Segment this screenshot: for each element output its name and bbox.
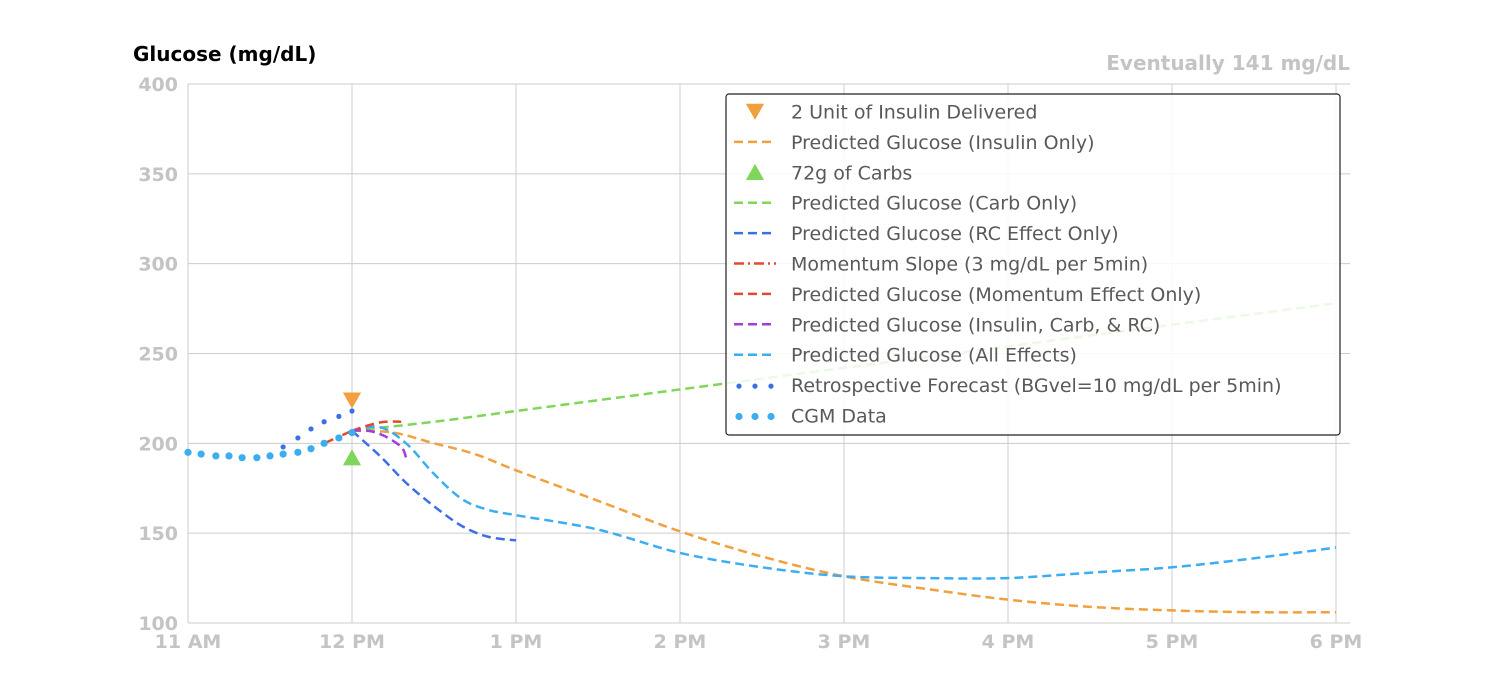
line-rc_only (351, 429, 517, 542)
legend-label: CGM Data (791, 406, 887, 428)
point-retrospective (280, 444, 286, 450)
series-all_effects (351, 425, 1337, 580)
legend-item-insulin_marker: 2 Unit of Insulin Delivered (745, 102, 1037, 124)
point-cgm (294, 448, 302, 456)
legend-label: Retrospective Forecast (BGvel=10 mg/dL p… (791, 375, 1282, 397)
series-insulin_only (351, 429, 1337, 614)
x-tick-label: 11 AM (155, 631, 222, 653)
point-cgm (184, 448, 192, 456)
legend-swatch-dot (767, 412, 775, 421)
series-cgm (184, 428, 356, 462)
point-cgm (320, 439, 328, 447)
legend-item-carb_marker: 72g of Carbs (745, 162, 912, 184)
x-tick-label: 3 PM (818, 631, 871, 653)
x-tick-label: 2 PM (654, 631, 707, 653)
legend-item-momentum_only: Predicted Glucose (Momentum Effect Only) (734, 284, 1201, 306)
marker-carb_marker (342, 449, 362, 466)
point-cgm (279, 450, 287, 458)
point-retrospective (308, 426, 314, 432)
legend-label: Predicted Glucose (Insulin Only) (791, 132, 1095, 154)
legend-item-momentum_slope: Momentum Slope (3 mg/dL per 5min) (734, 254, 1148, 276)
x-tick-label: 4 PM (982, 631, 1035, 653)
point-cgm (335, 434, 343, 442)
y-axis-title: Glucose (mg/dL) (133, 42, 316, 66)
legend-label: Predicted Glucose (RC Effect Only) (791, 223, 1119, 245)
y-tick-label: 300 (138, 254, 178, 276)
y-tick-label: 400 (138, 74, 178, 96)
legend-swatch (745, 163, 765, 180)
y-tick-label: 250 (138, 344, 178, 366)
legend-label: Predicted Glucose (Momentum Effect Only) (791, 284, 1201, 306)
legend-item-rc_only: Predicted Glucose (RC Effect Only) (734, 223, 1119, 245)
legend-item-carb_only: Predicted Glucose (Carb Only) (734, 193, 1077, 215)
legend-box (725, 93, 1341, 436)
point-cgm (307, 445, 315, 453)
y-tick-label: 200 (138, 433, 178, 455)
point-cgm (266, 452, 274, 460)
legend-swatch-dot (752, 383, 758, 389)
legend-swatch-dot (735, 412, 743, 421)
legend-item-retrospective: Retrospective Forecast (BGvel=10 mg/dL p… (736, 375, 1282, 397)
legend-swatch (745, 103, 765, 120)
line-insulin_carb_rc (351, 429, 408, 459)
legend-label: Predicted Glucose (Carb Only) (791, 193, 1077, 215)
legend-label: Momentum Slope (3 mg/dL per 5min) (791, 254, 1148, 276)
legend-item-insulin_only: Predicted Glucose (Insulin Only) (734, 132, 1095, 154)
y-tick-label: 150 (138, 523, 178, 545)
series-rc_only (351, 429, 517, 542)
x-tick-label: 1 PM (490, 631, 543, 653)
y-tick-label: 350 (138, 164, 178, 186)
legend-label: Predicted Glucose (All Effects) (791, 345, 1077, 367)
series-momentum_only (351, 420, 402, 432)
legend-item-all_effects: Predicted Glucose (All Effects) (734, 345, 1077, 367)
series-insulin_marker (342, 392, 362, 409)
axis-layer: Glucose (mg/dL) Eventually 141 mg/dL 100… (133, 42, 1362, 653)
point-cgm (212, 452, 220, 460)
point-retrospective (321, 419, 327, 425)
legend-swatch-dot (751, 412, 759, 421)
legend-swatch-dot (736, 383, 742, 389)
legend-label: 2 Unit of Insulin Delivered (791, 102, 1037, 124)
point-retrospective (295, 435, 301, 441)
legend: 2 Unit of Insulin Delivered Predicted Glu… (725, 93, 1341, 436)
point-cgm (197, 450, 205, 458)
x-tick-label: 12 PM (319, 631, 385, 653)
point-cgm (348, 428, 356, 437)
marker-insulin_marker (342, 392, 362, 409)
x-tick-label: 6 PM (1310, 631, 1363, 653)
legend-label: 72g of Carbs (791, 162, 912, 184)
line-insulin_only (351, 429, 1337, 614)
line-momentum_only (351, 420, 402, 432)
series-retrospective (280, 408, 355, 450)
legend-swatch-dot (768, 383, 774, 389)
point-cgm (253, 454, 261, 462)
legend-item-insulin_carb_rc: Predicted Glucose (Insulin, Carb, & RC) (734, 314, 1160, 336)
point-retrospective (336, 413, 342, 419)
series-carb_marker (342, 449, 362, 466)
point-cgm (238, 454, 246, 462)
legend-label: Predicted Glucose (Insulin, Carb, & RC) (791, 314, 1160, 336)
legend-item-cgm: CGM Data (735, 406, 887, 428)
point-retrospective (349, 408, 355, 414)
series-insulin_carb_rc (351, 429, 408, 459)
eventual-glucose-annotation: Eventually 141 mg/dL (1106, 51, 1350, 75)
y-tick-label: 100 (138, 613, 178, 635)
point-cgm (225, 452, 233, 460)
x-tick-label: 5 PM (1146, 631, 1199, 653)
line-all_effects (351, 425, 1337, 580)
